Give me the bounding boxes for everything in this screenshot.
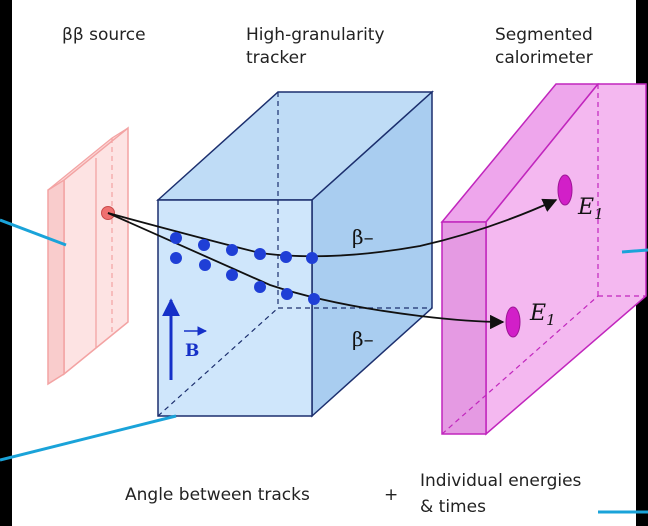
energies-label-line2: & times [420,497,486,517]
energy-top-subscript: 1 [594,205,604,223]
calorimeter-label-line1: Segmented [495,25,593,45]
field-label: B [185,341,199,361]
beta-top-label: β– [352,225,374,249]
plus-sign: + [384,485,398,505]
calorimeter-slab [440,83,647,436]
source-label: ββ source [62,25,146,45]
tracker-label-line1: High-granularity [246,25,385,45]
tracker-label-line2: tracker [246,48,306,68]
calorimeter-label-line2: calorimeter [495,48,593,68]
beta-bottom-label: β– [352,327,374,351]
angle-label: Angle between tracks [125,485,310,505]
energy-top-symbol: E [577,195,594,220]
field-arrow [162,298,207,380]
energy-bottom-label: E1 [529,301,556,329]
source-foil [47,126,129,386]
electron-tracks [107,198,558,330]
energies-label-line1: Individual energies [420,471,582,491]
energy-bottom-symbol: E [529,301,546,326]
callout-lines [0,218,648,514]
energy-top-label: E1 [577,195,604,223]
energy-bottom-subscript: 1 [546,311,556,329]
